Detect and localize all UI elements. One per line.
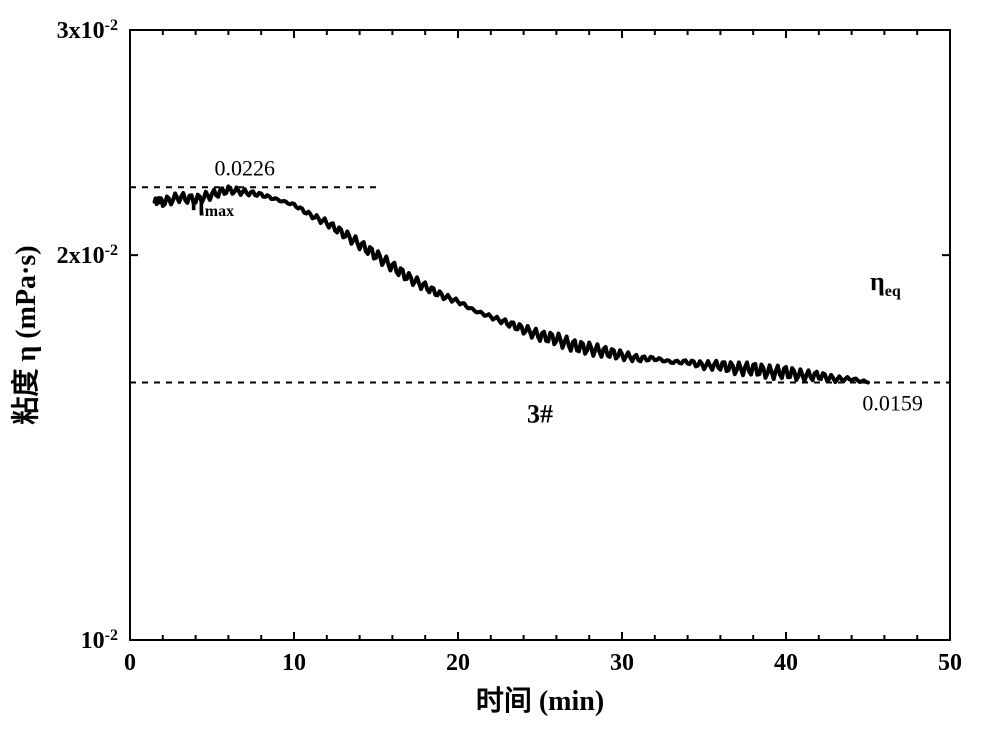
x-tick-label: 20 <box>446 650 470 676</box>
eta-eq-label: ηeq <box>870 267 901 300</box>
x-axis-label: 时间 (min) <box>476 685 604 717</box>
x-tick-label: 30 <box>610 650 634 676</box>
x-tick-label: 40 <box>774 650 798 676</box>
y-axis-label: 粘度 η (mPa·s) <box>10 245 42 424</box>
x-tick-label: 50 <box>938 650 962 676</box>
ref-max-label: 0.0226 <box>215 155 276 180</box>
x-tick-label: 0 <box>124 650 136 676</box>
data-series <box>155 186 868 382</box>
viscosity-chart: 0 10 20 30 40 50 10-2 2x10-2 3x10-2 时间 (min) 粘度 η … <box>0 0 1000 739</box>
y-tick-label: 3x10-2 <box>57 17 118 45</box>
y-tick-label: 2x10-2 <box>57 242 118 270</box>
x-tick-label: 10 <box>282 650 306 676</box>
sample-label: 3# <box>527 399 553 428</box>
ref-eq-label: 0.0159 <box>862 391 923 416</box>
chart-svg: 0 10 20 30 40 50 10-2 2x10-2 3x10-2 时间 (min) 粘度 η … <box>0 0 1000 739</box>
y-tick-label: 10-2 <box>81 627 118 655</box>
